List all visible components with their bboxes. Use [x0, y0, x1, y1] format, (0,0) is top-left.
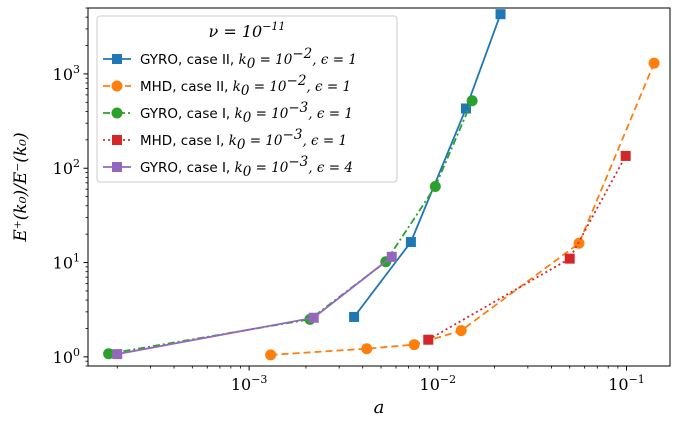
legend-label: GYRO, case I, k0 = 10−3, ϵ = 4: [140, 154, 353, 180]
legend: ν = 10−11 GYRO, case II, k0 = 10−2, ϵ = …: [96, 15, 398, 183]
ticks-layer: 10−3 10−2 10−1 100 101 102 103: [53, 7, 645, 394]
series-line: [270, 62, 655, 356]
legend-label: GYRO, case II, k0 = 10−2, ϵ = 1: [140, 46, 357, 72]
legend-frame: [96, 15, 398, 183]
data-point: [423, 334, 434, 345]
legend-title: ν = 10−11: [209, 20, 286, 41]
legend-entry: GYRO, case I, k0 = 10−3, ϵ = 1: [103, 100, 353, 126]
legend-entry: MHD, case I, k0 = 10−3, ϵ = 1: [103, 127, 347, 153]
legend-label: MHD, case II, k0 = 10−2, ϵ = 1: [140, 73, 351, 99]
series-layer: [103, 9, 660, 361]
legend-entry: MHD, case II, k0 = 10−2, ϵ = 1: [103, 73, 351, 99]
x-axis-label: a: [374, 397, 385, 418]
data-point: [564, 253, 575, 264]
y-tick-label: 102: [53, 157, 80, 178]
y-tick-label: 100: [53, 346, 80, 367]
y-axis-label: E⁺(k₀)/E⁻(k₀): [11, 132, 31, 242]
x-tick-label: 10−1: [608, 373, 645, 394]
data-point: [308, 312, 319, 323]
legend-entry: GYRO, case II, k0 = 10−2, ϵ = 1: [103, 46, 357, 72]
data-point: [460, 103, 471, 114]
data-point: [405, 237, 416, 248]
series-1: [349, 9, 506, 322]
series-line: [117, 256, 393, 355]
series-5: [112, 251, 397, 360]
legend-swatch-marker: [112, 54, 122, 64]
data-point: [648, 57, 660, 69]
series-2: [265, 57, 660, 361]
legend-swatch-marker: [111, 107, 123, 119]
data-point: [349, 311, 360, 322]
series-line: [353, 13, 502, 318]
x-tick-label: 10−2: [420, 373, 457, 394]
legend-label: GYRO, case I, k0 = 10−3, ϵ = 1: [140, 100, 353, 126]
data-point: [103, 348, 115, 360]
y-tick-label: 101: [53, 252, 80, 273]
x-tick-label: 10−3: [231, 373, 268, 394]
data-point: [386, 251, 397, 262]
data-point: [361, 343, 373, 355]
plot-frame: [87, 7, 671, 367]
y-tick-label: 103: [53, 63, 80, 84]
series-4: [423, 150, 631, 345]
data-point: [495, 9, 506, 20]
legend-swatch-marker: [112, 135, 122, 145]
data-point: [112, 349, 123, 360]
data-point: [455, 325, 467, 337]
data-point: [620, 150, 631, 161]
data-point: [265, 349, 277, 361]
legend-entry: GYRO, case I, k0 = 10−3, ϵ = 4: [103, 154, 353, 180]
data-point: [408, 339, 420, 351]
legend-swatch-marker: [112, 162, 122, 172]
legend-swatch-marker: [111, 80, 123, 92]
legend-label: MHD, case I, k0 = 10−3, ϵ = 1: [140, 127, 347, 153]
data-point: [429, 181, 441, 193]
data-point: [466, 95, 478, 107]
series-line: [427, 155, 627, 341]
